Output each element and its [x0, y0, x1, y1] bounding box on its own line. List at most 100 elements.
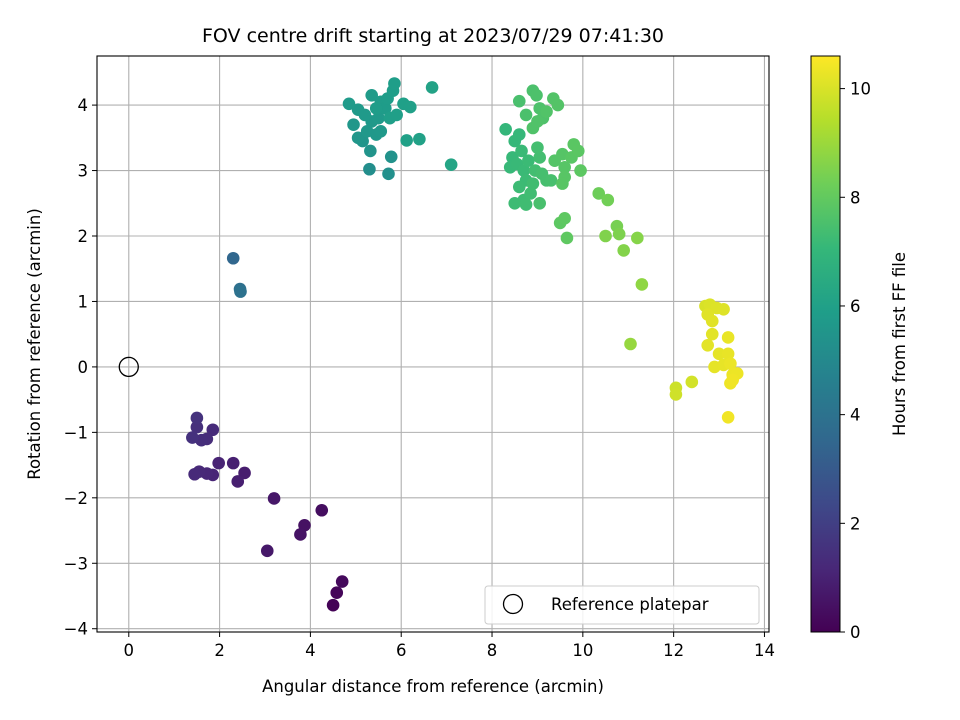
colorbar-tick-label: 6 — [850, 297, 861, 316]
data-point — [540, 105, 553, 118]
y-tick-label: −2 — [64, 489, 88, 508]
data-point — [363, 162, 376, 176]
data-point — [351, 103, 365, 116]
x-tick-label: 14 — [754, 641, 775, 660]
colorbar-tick-label: 10 — [850, 80, 871, 99]
x-tick-label: 12 — [663, 641, 684, 660]
reference-marker-layer — [118, 356, 139, 378]
colorbar-tick-label: 0 — [850, 623, 861, 642]
data-point — [560, 231, 574, 245]
data-point — [267, 492, 281, 505]
data-point — [551, 98, 565, 112]
data-point — [234, 285, 247, 298]
y-tick-label: 4 — [78, 96, 89, 115]
data-point — [533, 196, 547, 210]
data-point — [425, 81, 439, 94]
y-tick-label: 2 — [78, 227, 89, 246]
legend-marker-open-circle — [502, 593, 524, 615]
data-point — [512, 128, 526, 141]
data-point — [721, 347, 735, 361]
data-point — [326, 598, 340, 612]
data-point — [524, 187, 537, 200]
data-point — [382, 167, 395, 181]
data-point — [379, 102, 392, 115]
data-point — [635, 278, 649, 291]
reference-platepar-marker — [118, 356, 139, 378]
data-point — [186, 431, 199, 444]
data-point — [617, 244, 631, 257]
data-point — [724, 357, 737, 370]
colorbar-tick-label: 4 — [850, 406, 861, 425]
x-axis-label: Angular distance from reference (arcmin) — [262, 677, 604, 696]
x-tick-label: 2 — [214, 641, 225, 660]
y-tick-label: −4 — [64, 620, 88, 639]
data-point — [512, 94, 526, 108]
data-point — [544, 174, 558, 187]
data-point — [712, 347, 726, 361]
data-point — [556, 177, 569, 190]
colorbar-tick-label: 8 — [850, 188, 861, 207]
data-point — [531, 141, 544, 154]
data-point — [188, 467, 201, 481]
y-tick-label: 3 — [78, 162, 89, 181]
data-point — [512, 180, 526, 194]
x-tick-label: 0 — [124, 641, 135, 660]
x-tick-label: 6 — [396, 641, 407, 660]
data-point — [517, 164, 531, 177]
data-point — [365, 88, 379, 102]
colorbar: 0 2 4 6 8 10 Hours from first FF file — [810, 55, 909, 642]
data-point — [231, 475, 245, 488]
data-point — [558, 160, 571, 174]
x-tick-label: 10 — [572, 641, 593, 660]
data-point — [212, 456, 225, 470]
colorbar-ticks: 0 2 4 6 8 10 — [840, 80, 871, 642]
data-point — [364, 144, 377, 158]
data-point — [726, 373, 739, 387]
data-point — [190, 420, 204, 434]
data-point — [515, 144, 528, 158]
data-point — [260, 544, 274, 558]
data-point — [372, 111, 385, 125]
y-tick-label: −1 — [64, 423, 88, 442]
data-point — [601, 193, 615, 207]
data-point — [530, 88, 543, 102]
x-tick-label: 8 — [487, 641, 498, 660]
data-point — [599, 229, 612, 243]
data-point — [717, 303, 730, 316]
data-point — [226, 456, 240, 470]
data-point — [574, 164, 587, 177]
data-point — [533, 151, 547, 164]
data-point — [238, 466, 251, 480]
data-point — [384, 150, 398, 164]
data-point — [612, 227, 626, 241]
data-point — [721, 331, 735, 344]
data-point — [403, 100, 417, 114]
data-point — [526, 177, 540, 190]
data-point — [531, 115, 544, 128]
legend-box — [484, 585, 760, 625]
data-point — [294, 528, 307, 541]
data-point — [335, 575, 349, 588]
data-point — [388, 77, 401, 90]
data-point — [624, 337, 637, 351]
data-point — [519, 108, 533, 122]
data-point — [522, 154, 535, 168]
plot-frame — [96, 55, 770, 633]
data-point — [721, 411, 735, 424]
data-point — [400, 134, 413, 147]
colorbar-tick-label: 2 — [850, 514, 861, 533]
data-point — [374, 124, 388, 138]
grid-lines — [97, 56, 769, 632]
data-point — [631, 231, 644, 245]
data-point — [351, 131, 365, 145]
y-tick-label: 1 — [78, 292, 89, 311]
scatter-points — [186, 77, 744, 612]
data-point — [390, 108, 403, 122]
data-point — [669, 388, 683, 401]
data-point — [499, 123, 512, 136]
data-point — [705, 314, 719, 328]
colorbar-label: Hours from first FF file — [890, 252, 909, 436]
data-point — [190, 411, 204, 425]
data-point — [685, 375, 699, 389]
